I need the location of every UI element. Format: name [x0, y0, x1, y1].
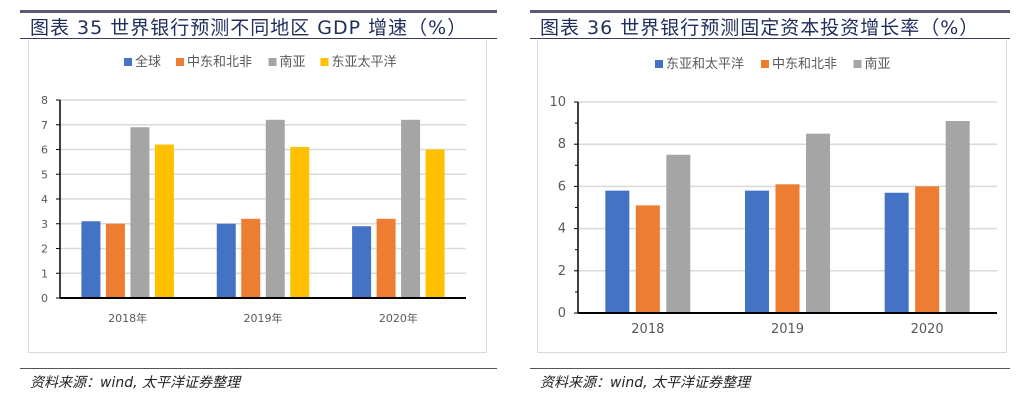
source-note: 资料来源：wind, 太平洋证券整理: [30, 375, 240, 391]
bar-2019-南亚: [806, 133, 830, 313]
bar-2019-中东和北非: [775, 184, 800, 313]
x-tick-label: 2018: [631, 322, 664, 337]
top-rule: [530, 10, 1010, 13]
footer-rule: [530, 368, 1010, 369]
bar-2018-东亚和太平洋: [605, 190, 630, 313]
bar-2018年-全球: [81, 221, 101, 298]
legend-swatch: [268, 58, 277, 66]
y-tick-label: 1: [41, 267, 48, 280]
bar-2019-东亚和太平洋: [745, 190, 769, 313]
legend-label: 中东和北非: [772, 57, 837, 72]
bar-2019年-全球: [216, 223, 236, 298]
title-underline: [20, 38, 497, 39]
chart-title: 图表 36 世界银行预测固定资本投资增长率（%）: [540, 17, 980, 39]
bar-2018年-中东和北非: [105, 223, 125, 298]
bar-2018年-南亚: [130, 127, 150, 298]
legend-label: 中东和北非: [187, 55, 252, 70]
y-tick-label: 4: [41, 193, 48, 206]
legend-swatch: [124, 58, 132, 66]
y-tick-label: 6: [558, 179, 566, 194]
bar-2018年-东亚太平洋: [154, 144, 174, 298]
legend-swatch: [655, 60, 663, 68]
footer-rule: [20, 368, 497, 369]
bar-2020-南亚: [945, 120, 970, 314]
legend-label: 东亚太平洋: [332, 55, 397, 70]
y-tick-label: 10: [549, 95, 566, 110]
bar-chart-investment: 0 2 4 6 8 10 2018 2019 2020 东亚和太平洋 中东和北非 南亚: [549, 56, 997, 337]
bar-2020-东亚和太平洋: [884, 192, 909, 313]
y-tick-label: 5: [41, 168, 48, 181]
y-tick-label: 7: [41, 119, 48, 132]
bar-2018-中东和北非: [635, 205, 660, 313]
y-tick-label: 0: [41, 292, 48, 305]
x-tick-label: 2019年: [244, 311, 283, 325]
legend-swatch: [853, 60, 862, 68]
x-tick-label: 2020: [911, 322, 944, 337]
bar-2019年-东亚太平洋: [290, 147, 310, 298]
source-note: 资料来源：wind, 太平洋证券整理: [540, 375, 750, 391]
legend-label: 南亚: [280, 54, 306, 70]
chart-title: 图表 35 世界银行预测不同地区 GDP 增速（%）: [30, 17, 468, 39]
y-tick-label: 2: [41, 243, 48, 256]
bar-chart-gdp: 0 1 2 3 4 5 6 7 8 2018年 2019年 2020年 全球 中东和北非 南亚 东亚太平洋: [41, 54, 466, 325]
bar-2020-中东和北非: [915, 186, 940, 313]
legend-swatch: [176, 58, 184, 66]
chart-panel-35: 图表 35 世界银行预测不同地区 GDP 增速（%） 0 1 2 3 4 5 6 7 8 2018…: [20, 0, 497, 409]
legend-swatch: [320, 58, 329, 66]
y-tick-label: 6: [41, 144, 48, 157]
legend-label: 全球: [135, 54, 161, 70]
y-tick-label: 0: [558, 306, 566, 321]
x-tick-label: 2018年: [108, 311, 147, 325]
y-tick-label: 4: [558, 222, 566, 237]
top-rule: [20, 10, 497, 13]
y-tick-label: 3: [41, 218, 48, 231]
y-tick-label: 8: [41, 94, 48, 107]
title-underline: [530, 38, 1010, 39]
chart-panel-36: 图表 36 世界银行预测固定资本投资增长率（%） 0 2 4 6 8 10 2018 2019…: [530, 0, 1010, 409]
bar-2020年-全球: [352, 226, 372, 298]
bar-2018-南亚: [666, 154, 691, 313]
legend-swatch: [761, 60, 769, 68]
x-tick-label: 2019: [771, 322, 804, 337]
x-tick-label: 2020年: [379, 311, 418, 325]
bar-2020年-中东和北非: [376, 218, 396, 298]
bar-2020年-东亚太平洋: [425, 149, 445, 298]
bar-2020年-南亚: [401, 119, 421, 298]
chart-frame: [28, 40, 487, 353]
y-tick-label: 8: [558, 137, 566, 152]
bar-2019年-中东和北非: [241, 218, 261, 298]
legend-label: 南亚: [865, 56, 891, 72]
y-tick-label: 2: [558, 264, 566, 279]
chart-frame: [537, 40, 1007, 353]
legend-label: 东亚和太平洋: [666, 57, 744, 72]
bar-2019年-南亚: [265, 119, 285, 298]
